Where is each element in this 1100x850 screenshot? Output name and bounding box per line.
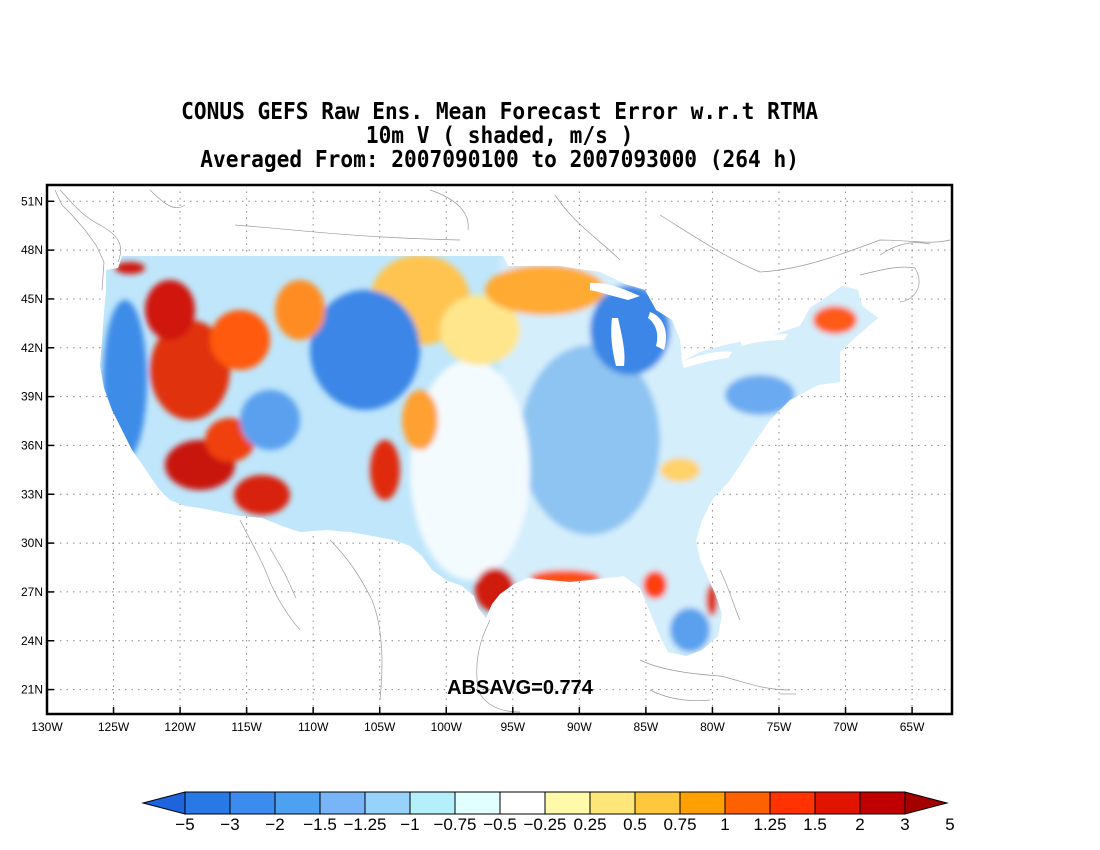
region-mn-orange xyxy=(485,265,605,315)
title-line-1: CONUS GEFS Raw Ens. Mean Forecast Error … xyxy=(181,99,819,125)
colorbar-label: −3 xyxy=(220,815,239,834)
colorbar-label: 1 xyxy=(720,815,729,834)
colorbar-swatch xyxy=(724,791,771,815)
tick-label-lat: 27N xyxy=(21,585,43,599)
colorbar-swatch xyxy=(589,791,636,815)
colorbar-label: 5 xyxy=(945,815,954,834)
colorbar-label: 2 xyxy=(855,815,864,834)
tick-label-lat: 30N xyxy=(21,536,43,550)
region-nevada-blue xyxy=(240,390,300,450)
colorbar-swatch xyxy=(319,791,366,815)
colorbar-swatch xyxy=(229,791,276,815)
tick-label-lat: 45N xyxy=(21,292,43,306)
map-title: CONUS GEFS Raw Ens. Mean Forecast Error … xyxy=(40,100,960,172)
plot-frame xyxy=(45,183,954,716)
tick-label-lon: 105W xyxy=(364,720,396,734)
tick-label-lat: 21N xyxy=(21,683,43,697)
region-west-red-5 xyxy=(234,475,290,515)
region-west-red-3 xyxy=(210,310,270,370)
colorbar-label: 0.5 xyxy=(623,815,647,834)
region-nplains-yellow xyxy=(440,295,520,365)
region-texas-red xyxy=(370,440,400,500)
colorbar-label: −1.5 xyxy=(303,815,337,834)
region-nw-red xyxy=(115,262,145,274)
colorbar-swatch xyxy=(454,791,501,815)
longitude-axis: 130W 125W 120W 115W 110W 105W 100W 95W 90W 85W 80W… xyxy=(31,707,925,734)
tick-label-lon: 110W xyxy=(298,720,329,734)
colorbar-swatch xyxy=(274,791,321,815)
tick-label-lon: 95W xyxy=(500,720,525,734)
colorbar-swatch xyxy=(859,791,906,815)
tick-label-lon: 130W xyxy=(31,720,63,734)
colorbar-swatch xyxy=(544,791,591,815)
tick-label-lon: 80W xyxy=(700,720,725,734)
region-west-red-2 xyxy=(145,280,195,340)
region-florida-blue xyxy=(670,608,710,652)
colorbar-arrow-low xyxy=(141,791,186,815)
colorbar-swatch xyxy=(769,791,816,815)
colorbar-swatch xyxy=(184,791,231,815)
tick-label-lon: 75W xyxy=(767,720,792,734)
colorbar-swatch xyxy=(634,791,681,815)
title-line-2: 10m V ( shaded, m/s ) xyxy=(365,123,634,149)
great-lakes xyxy=(590,282,788,368)
region-northeast-red xyxy=(813,306,857,334)
colorbar xyxy=(141,791,949,815)
tick-label-lat: 24N xyxy=(21,634,43,648)
colorbar-swatch xyxy=(679,791,726,815)
colorbar-label: −0.5 xyxy=(483,815,517,834)
tick-label-lon: 115W xyxy=(231,720,262,734)
colorbar-label: −2 xyxy=(265,815,284,834)
tick-label-lon: 100W xyxy=(431,720,463,734)
colorbar-label: −1.25 xyxy=(343,815,386,834)
colorbar-label: −0.25 xyxy=(523,815,566,834)
colorbar-labels: −5 −3 −2 −1.5 −1.25 −1 −0.75 −0.5 −0.25 0.25 0.5 0.… xyxy=(175,815,954,834)
colorbar-swatch xyxy=(364,791,411,815)
tick-label-lat: 48N xyxy=(21,243,43,257)
colorbar-label: −0.75 xyxy=(433,815,476,834)
tick-label-lon: 70W xyxy=(833,720,858,734)
tick-label-lat: 51N xyxy=(21,194,43,208)
colorbar-swatch xyxy=(499,791,546,815)
colorbar-label: −5 xyxy=(175,815,194,834)
tick-label-lat: 39N xyxy=(21,390,43,404)
tick-label-lon: 125W xyxy=(98,720,130,734)
colorbar-label: −1 xyxy=(400,815,419,834)
region-greatlakes-blue xyxy=(590,285,670,375)
region-west-red-1 xyxy=(150,320,230,420)
region-gulf-red-3 xyxy=(643,571,667,599)
colorbar-label: 0.75 xyxy=(663,815,696,834)
tick-label-lat: 36N xyxy=(21,438,43,452)
title-line-3: Averaged From: 2007090100 to 2007093000 … xyxy=(200,147,799,173)
latitude-axis: 21N 24N 27N 30N 33N 36N 39N 42N 45N 48N 51N xyxy=(21,194,54,697)
tick-label-lon: 120W xyxy=(164,720,196,734)
tick-label-lon: 90W xyxy=(567,720,592,734)
region-central-blue xyxy=(520,345,660,535)
coastlines xyxy=(54,189,951,713)
tick-label-lon: 85W xyxy=(634,720,659,734)
region-west-orange xyxy=(275,280,325,340)
colorbar-label: 0.25 xyxy=(573,815,606,834)
error-field xyxy=(100,256,878,656)
colorbar-label: 3 xyxy=(900,815,909,834)
tick-label-lat: 42N xyxy=(21,341,43,355)
colorbar-swatch xyxy=(814,791,861,815)
region-colorado-orange xyxy=(402,390,438,450)
region-rockies-blue xyxy=(310,290,420,410)
colorbar-arrow-high xyxy=(904,791,949,815)
tick-label-lon: 65W xyxy=(900,720,925,734)
colorbar-swatch xyxy=(409,791,456,815)
region-appalachia-blue xyxy=(725,375,795,415)
colorbar-label: 1.5 xyxy=(803,815,827,834)
tick-label-lat: 33N xyxy=(21,487,43,501)
region-plains-white xyxy=(410,360,530,580)
colorbar-label: 1.25 xyxy=(753,815,786,834)
region-southeast-yellow xyxy=(660,458,700,482)
absavg-label: ABSAVG=0.774 xyxy=(447,677,594,699)
